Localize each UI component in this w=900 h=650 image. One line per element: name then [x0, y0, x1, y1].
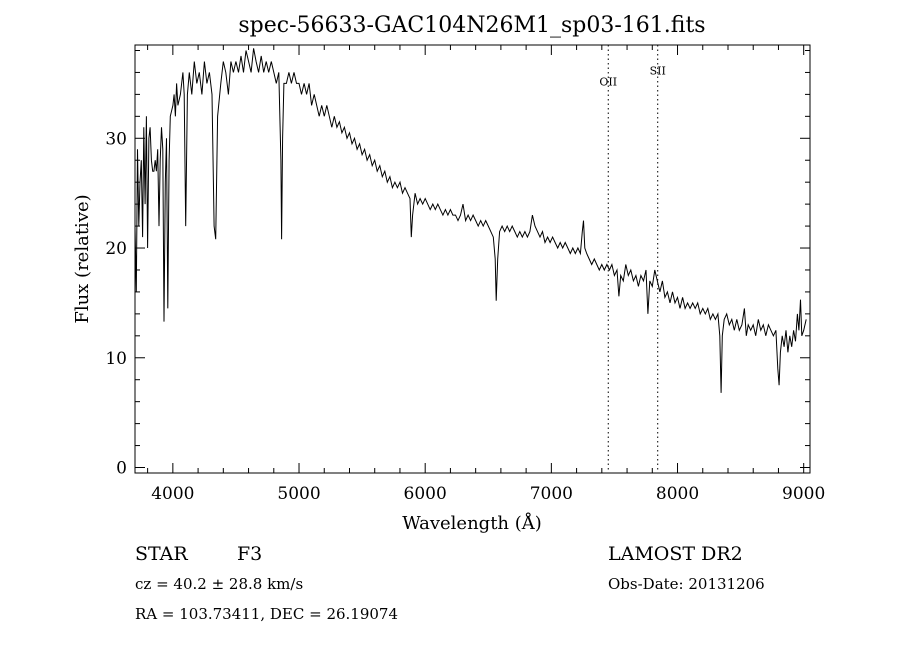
observation-date: Obs-Date: 20131206	[608, 575, 765, 593]
coordinates-text: RA = 103.73411, DEC = 26.19074	[135, 605, 398, 623]
redshift-text: cz = 40.2 ± 28.8 km/s	[135, 575, 303, 593]
line-marker-layer: OII SII	[599, 45, 666, 473]
line-marker-label-oii: OII	[599, 76, 617, 89]
x-tick-label: 8000	[656, 484, 699, 504]
x-tick-label: 4000	[151, 484, 194, 504]
object-class: STAR	[135, 543, 188, 565]
x-tick-label: 9000	[782, 484, 825, 504]
spectrum-line	[134, 48, 807, 393]
y-tick-label: 20	[105, 239, 127, 259]
survey-name: LAMOST DR2	[608, 543, 743, 565]
axis-tick-layer: 4000 5000 6000 7000 8000 9000 0 10 20 30	[105, 45, 825, 504]
y-tick-label: 30	[105, 129, 127, 149]
plot-frame	[134, 44, 811, 474]
chart-title: spec-56633-GAC104N26M1_sp03-161.fits	[238, 13, 705, 38]
x-tick-label: 5000	[277, 484, 320, 504]
x-tick-label: 7000	[530, 484, 573, 504]
object-subclass: F3	[237, 543, 262, 565]
x-tick-label: 6000	[404, 484, 447, 504]
line-marker-label-sii: SII	[650, 65, 666, 78]
y-axis-label: Flux (relative)	[72, 194, 93, 323]
y-tick-label: 10	[105, 349, 127, 369]
x-axis-label: Wavelength (Å)	[402, 512, 542, 534]
y-tick-label: 0	[116, 459, 127, 479]
